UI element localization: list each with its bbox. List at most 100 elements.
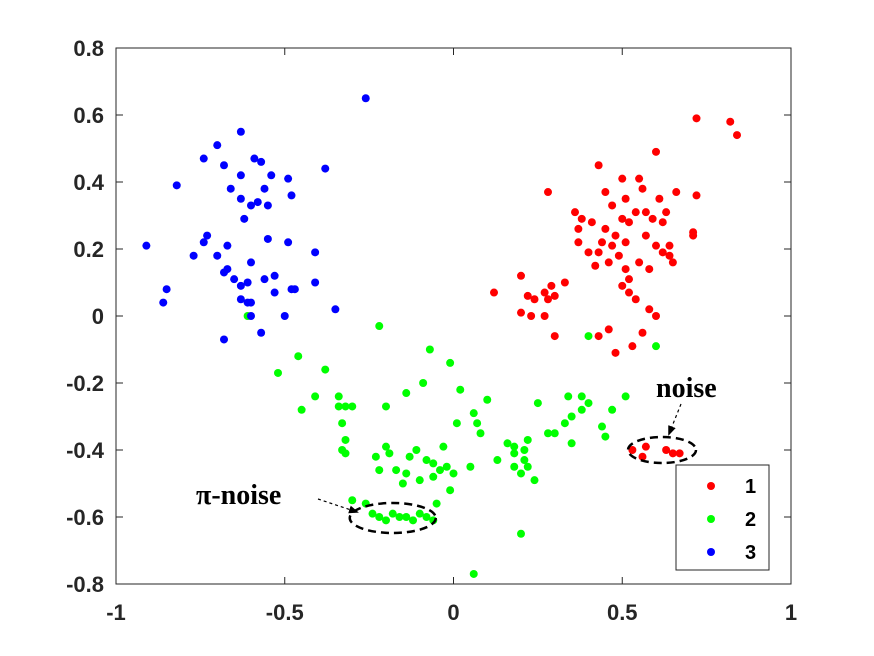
data-point	[220, 335, 228, 344]
data-point	[662, 208, 671, 217]
data-point	[564, 392, 573, 401]
data-point	[584, 332, 593, 341]
data-point	[263, 234, 272, 243]
series-1	[490, 114, 741, 461]
data-point	[621, 238, 630, 247]
data-point	[567, 439, 576, 448]
data-point	[341, 435, 350, 444]
data-point	[270, 271, 279, 280]
data-point	[533, 399, 542, 408]
data-point	[520, 456, 529, 465]
data-point	[611, 348, 620, 357]
data-point	[425, 345, 434, 354]
data-point	[375, 466, 384, 475]
data-point	[635, 174, 644, 183]
data-point	[672, 188, 681, 197]
data-point	[338, 419, 347, 428]
data-point	[604, 258, 613, 267]
data-point	[517, 271, 525, 280]
data-point	[162, 285, 171, 294]
data-point	[284, 174, 293, 183]
data-point	[726, 117, 735, 126]
data-point	[523, 462, 532, 471]
data-point	[240, 214, 249, 223]
y-tick-label: -0.4	[66, 438, 105, 463]
data-point	[604, 325, 613, 334]
data-point	[439, 442, 448, 451]
y-tick-label: 0.8	[73, 36, 104, 61]
data-point	[220, 268, 228, 277]
data-point	[638, 184, 647, 193]
data-point	[641, 442, 650, 451]
y-tick-label: -0.8	[66, 572, 104, 597]
data-point	[290, 285, 299, 294]
data-point	[591, 261, 600, 270]
data-point	[236, 127, 245, 136]
data-point	[247, 312, 255, 320]
series-3	[142, 94, 370, 344]
data-point	[469, 409, 478, 418]
data-point	[665, 251, 674, 260]
data-point	[577, 214, 586, 223]
data-point	[641, 231, 650, 240]
data-point	[422, 513, 431, 521]
annotations: noise π-noise	[196, 373, 717, 535]
pi-noise-ellipse	[348, 501, 437, 535]
data-point	[645, 265, 654, 274]
data-point	[523, 291, 532, 300]
data-point	[527, 312, 536, 320]
data-point	[618, 281, 627, 290]
data-point	[452, 419, 461, 428]
data-point	[199, 154, 208, 163]
data-point	[398, 479, 407, 488]
data-point	[517, 308, 525, 317]
data-point	[571, 208, 579, 217]
data-point	[503, 439, 512, 448]
data-point	[172, 181, 181, 190]
data-point	[598, 422, 606, 431]
data-point	[540, 312, 549, 320]
data-point	[284, 238, 293, 247]
data-point	[601, 188, 610, 197]
data-point	[429, 472, 438, 481]
data-point	[523, 435, 532, 444]
legend-box	[675, 464, 770, 571]
data-point	[270, 288, 279, 297]
data-point	[220, 161, 228, 170]
data-point	[550, 429, 559, 438]
data-point	[402, 389, 411, 398]
y-axis: 0.8 0.6 0.4 0.2 0 -0.2 -0.4 -0.6 -0.8	[66, 36, 791, 597]
data-point	[382, 402, 390, 411]
data-point	[446, 486, 455, 495]
data-point	[429, 459, 438, 468]
data-point	[199, 238, 208, 247]
data-point	[638, 452, 647, 461]
data-point	[442, 462, 451, 471]
data-point	[449, 469, 458, 478]
data-point	[550, 291, 559, 300]
data-point	[348, 402, 357, 411]
data-point	[402, 469, 411, 478]
data-point	[321, 164, 330, 173]
data-point	[608, 405, 617, 414]
data-point	[628, 342, 637, 351]
data-point	[517, 469, 525, 478]
data-point	[662, 446, 671, 454]
data-point	[247, 201, 255, 210]
data-point	[280, 312, 289, 320]
data-point	[311, 392, 320, 401]
data-point	[530, 476, 539, 485]
legend-label: 2	[745, 509, 756, 531]
y-tick-label: 0	[92, 304, 104, 329]
data-point	[253, 198, 262, 207]
data-point	[550, 332, 559, 341]
data-point	[655, 194, 664, 203]
x-tick-label: -0.5	[266, 600, 304, 625]
data-point	[577, 392, 586, 401]
data-point	[446, 358, 455, 367]
data-point	[520, 446, 529, 454]
data-point	[668, 449, 677, 458]
data-point	[223, 241, 232, 250]
data-point	[294, 352, 303, 361]
data-point	[625, 288, 633, 297]
